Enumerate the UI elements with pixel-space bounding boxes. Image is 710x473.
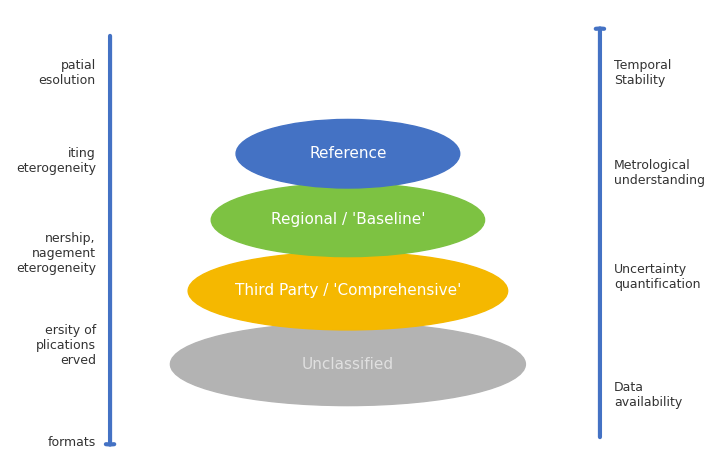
- Text: Temporal
Stability: Temporal Stability: [614, 59, 672, 88]
- Text: Unclassified: Unclassified: [302, 357, 394, 372]
- Text: Reference: Reference: [309, 146, 387, 161]
- Text: Regional / 'Baseline': Regional / 'Baseline': [271, 212, 425, 228]
- Text: iting
eterogeneity: iting eterogeneity: [16, 147, 96, 175]
- Ellipse shape: [236, 120, 460, 188]
- Text: Third Party / 'Comprehensive': Third Party / 'Comprehensive': [235, 283, 461, 298]
- Text: formats: formats: [48, 436, 96, 449]
- Text: nership,
nagement
eterogeneity: nership, nagement eterogeneity: [16, 232, 96, 274]
- Ellipse shape: [170, 323, 525, 405]
- Text: Data
availability: Data availability: [614, 381, 682, 409]
- Text: Metrological
understanding: Metrological understanding: [614, 158, 705, 187]
- Ellipse shape: [212, 183, 484, 256]
- Text: patial
esolution: patial esolution: [39, 59, 96, 88]
- Text: ersity of
plications
erved: ersity of plications erved: [36, 324, 96, 367]
- Text: Uncertainty
quantification: Uncertainty quantification: [614, 263, 701, 291]
- Ellipse shape: [188, 252, 508, 330]
